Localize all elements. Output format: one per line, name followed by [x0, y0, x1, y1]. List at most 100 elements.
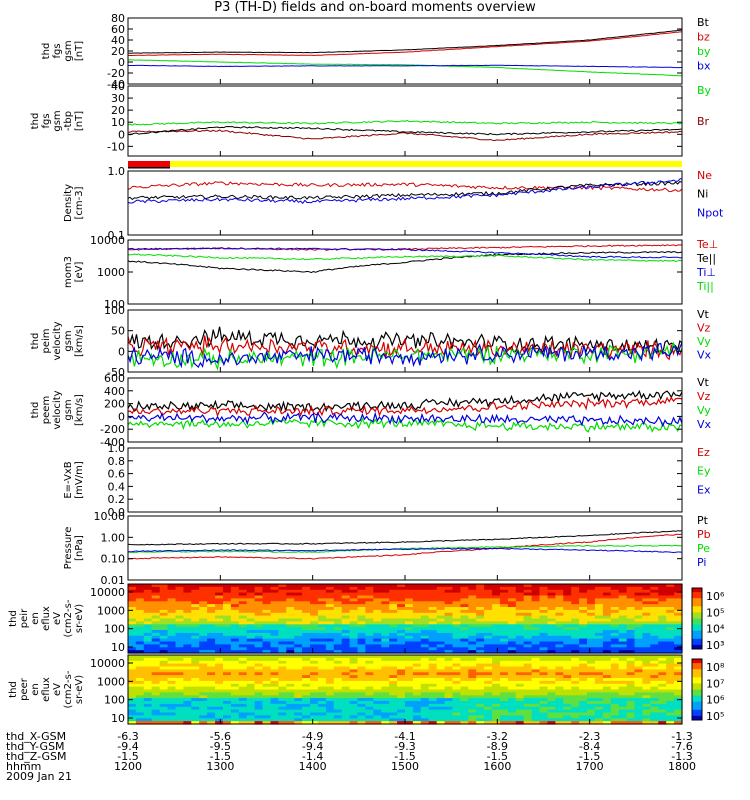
spectrogram-cell: [515, 607, 525, 611]
spectrogram-cell: [579, 632, 588, 637]
spectrogram-cell: [610, 630, 620, 634]
spectrogram-cell: [666, 592, 675, 597]
spectrogram-cell: [587, 660, 596, 665]
spectrogram-cell: [610, 641, 620, 645]
spectrogram-cell: [444, 612, 454, 617]
spectrogram-cell: [428, 689, 438, 693]
spectrogram-cell: [397, 709, 406, 714]
spectrogram-cell: [555, 615, 564, 620]
spectrogram-cell: [492, 601, 501, 605]
spectrogram-cell: [507, 598, 517, 602]
spectrogram-cell: [500, 712, 509, 716]
spectrogram-cell: [207, 604, 216, 608]
spectrogram-cell: [143, 615, 153, 620]
spectrogram-cell: [341, 698, 351, 702]
spectrogram-cell: [500, 669, 509, 673]
spectrogram-cell: [484, 703, 493, 708]
spectrogram-cell: [373, 638, 382, 643]
colorbar-label: 10⁵: [706, 606, 724, 619]
spectrogram-cell: [341, 641, 351, 645]
spectrogram-cell: [507, 660, 517, 665]
spectrogram-cell: [579, 647, 588, 651]
spectrogram-cell: [357, 715, 366, 719]
spectrogram-cell: [167, 612, 177, 617]
spectrogram-cell: [444, 701, 454, 705]
spectrogram-cell: [278, 721, 287, 725]
spectrogram-cell: [349, 678, 359, 682]
spectrogram-cell: [460, 632, 469, 637]
spectrogram-cell: [531, 703, 541, 708]
spectrogram-cell: [428, 598, 438, 602]
spectrogram-cell: [317, 644, 327, 648]
y-axis-label: thd: [8, 610, 19, 627]
spectrogram-cell: [207, 715, 216, 719]
spectrogram-cell: [563, 712, 572, 716]
spectrogram-cell: [420, 675, 430, 679]
spectrogram-cell: [349, 669, 359, 673]
spectrogram-cell: [278, 644, 287, 648]
spectrogram-cell: [357, 609, 366, 614]
spectrogram-cell: [428, 584, 438, 588]
spectrogram-cell: [539, 660, 548, 665]
spectrogram-cell: [507, 589, 517, 594]
spectrogram-cell: [270, 630, 279, 634]
spectrogram-cell: [626, 672, 636, 676]
spectrogram-cell: [523, 706, 533, 711]
spectrogram-cell: [484, 627, 493, 631]
spectrogram-cell: [270, 712, 279, 716]
legend-ez: Ez: [697, 446, 710, 459]
spectrogram-cell: [310, 706, 319, 711]
spectrogram-cell: [428, 669, 438, 673]
spectrogram-cell: [634, 592, 643, 597]
spectrogram-cell: [365, 686, 374, 691]
spectrogram-cell: [571, 595, 580, 599]
spectrogram-cell: [325, 701, 335, 705]
spectrogram-cell: [310, 609, 319, 614]
spectrogram-cell: [151, 638, 161, 643]
spectrogram-cell: [230, 598, 240, 602]
spectrogram-cell: [373, 618, 382, 622]
spectrogram-cell: [468, 718, 477, 722]
spectrogram-cell: [594, 592, 604, 597]
spectrogram-cell: [658, 655, 667, 659]
spectrogram-cell: [602, 598, 612, 602]
spectrogram-cell: [333, 692, 343, 696]
spectrogram-cell: [547, 655, 556, 659]
spectrogram-cell: [128, 647, 137, 651]
spectrogram-cell: [341, 721, 351, 725]
spectrogram-cell: [492, 647, 501, 651]
spectrogram-cell: [349, 584, 359, 588]
spectrogram-cell: [523, 609, 533, 614]
spectrogram-cell: [317, 604, 327, 608]
y-axis-label: E=-VxB: [63, 461, 74, 498]
spectrogram-cell: [223, 686, 232, 691]
spectrogram-cell: [389, 601, 398, 605]
spectrogram-cell: [452, 712, 461, 716]
spectrogram-cell: [460, 650, 469, 654]
spectrogram-cell: [381, 627, 390, 631]
spectrogram-cell: [246, 601, 256, 605]
spectrogram-cell: [539, 701, 548, 705]
spectrogram-cell: [238, 598, 248, 602]
ytick-label: 100: [104, 623, 125, 636]
spectrogram-cell: [539, 666, 548, 670]
spectrogram-cell: [317, 641, 327, 645]
spectrogram-cell: [341, 586, 351, 591]
legend-ni: Ni: [697, 188, 708, 201]
spectrogram-cell: [642, 683, 651, 688]
spectrogram-cell: [634, 612, 643, 617]
spectrogram-cell: [238, 644, 248, 648]
spectrogram-cell: [381, 647, 390, 651]
spectrogram-cell: [278, 618, 287, 622]
spectrogram-cell: [618, 607, 628, 611]
spectrogram-cell: [515, 657, 525, 662]
spectrogram-cell: [594, 624, 604, 628]
spectrogram-cell: [460, 680, 469, 685]
spectrogram-cell: [500, 660, 509, 665]
legend-ti: Ti||: [696, 280, 714, 293]
spectrogram-cell: [373, 627, 382, 631]
spectrogram-cell: [500, 595, 509, 599]
spectrogram-cell: [397, 638, 406, 643]
colorbar-segment: [692, 663, 702, 666]
spectrogram-cell: [579, 660, 588, 665]
